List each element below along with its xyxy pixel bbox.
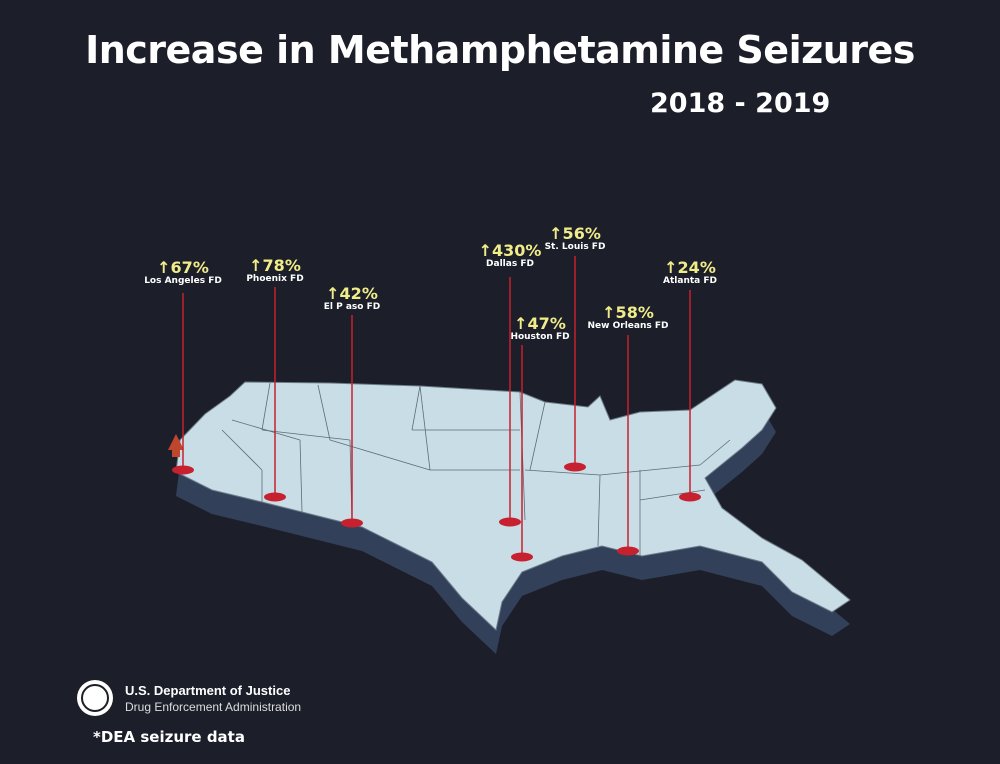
- state-border: [231, 419, 301, 441]
- state-border: [699, 439, 731, 466]
- year-range: 2018 - 2019: [650, 88, 831, 119]
- up-arrow-stem: [172, 449, 180, 457]
- marker-label: ↑430% Dallas FD: [479, 242, 542, 270]
- marker-office-name: El P aso FD: [323, 302, 381, 312]
- us-map-surface: [175, 379, 851, 631]
- dea-seal-logo: [77, 680, 113, 716]
- state-border: [221, 429, 263, 471]
- marker-label: ↑56% St. Louis FD: [545, 225, 606, 253]
- state-border: [261, 429, 351, 441]
- up-arrow-icon: [168, 434, 184, 450]
- state-border: [411, 385, 421, 431]
- marker-percent: ↑47%: [514, 314, 566, 333]
- marker-percent: ↑56%: [549, 224, 601, 243]
- marker-label: ↑47% Houston FD: [510, 315, 569, 343]
- state-border: [261, 382, 271, 431]
- state-border: [599, 464, 701, 476]
- marker-label: ↑58% New Orleans FD: [588, 304, 669, 332]
- marker-label: ↑42% El P aso FD: [324, 285, 380, 313]
- marker-percent: ↑42%: [326, 284, 378, 303]
- marker-office-name: Los Angeles FD: [144, 276, 222, 286]
- state-border: [524, 469, 601, 476]
- marker-percent: ↑58%: [602, 303, 654, 322]
- state-borders: [221, 382, 731, 556]
- state-border: [639, 489, 706, 501]
- marker-pin: [564, 462, 586, 472]
- marker-label: ↑67% Los Angeles FD: [144, 259, 222, 287]
- doj-name: U.S. Department of Justice: [125, 683, 291, 698]
- dea-name: Drug Enforcement Administration: [125, 700, 302, 714]
- marker-percent: ↑430%: [478, 241, 542, 260]
- marker-office-name: Phoenix FD: [246, 274, 304, 284]
- marker-office-name: Dallas FD: [486, 259, 534, 269]
- marker-pin: [172, 465, 194, 475]
- marker-pin: [499, 517, 521, 527]
- marker-pin: [341, 518, 363, 528]
- marker-label: ↑78% Phoenix FD: [246, 257, 303, 285]
- marker-pin: [679, 492, 701, 502]
- source-note: *DEA seizure data: [93, 728, 245, 746]
- marker-office-name: Houston FD: [510, 332, 570, 342]
- marker-office-name: New Orleans FD: [587, 321, 669, 331]
- marker-office-name: Atlanta FD: [663, 276, 717, 286]
- infographic-title: Increase in Methamphetamine Seizures: [85, 28, 915, 72]
- marker-office-name: St. Louis FD: [544, 242, 606, 252]
- marker-percent: ↑67%: [157, 258, 209, 277]
- marker-percent: ↑78%: [249, 256, 301, 275]
- marker-pin: [617, 546, 639, 556]
- state-border: [597, 474, 601, 547]
- state-border: [529, 401, 546, 471]
- marker-pin: [511, 552, 533, 562]
- marker-label: ↑24% Atlanta FD: [663, 259, 717, 287]
- state-border: [299, 439, 303, 513]
- state-border: [419, 385, 431, 471]
- state-border: [317, 384, 331, 441]
- marker-pin: [264, 492, 286, 502]
- marker-percent: ↑24%: [664, 258, 716, 277]
- state-border: [329, 439, 431, 471]
